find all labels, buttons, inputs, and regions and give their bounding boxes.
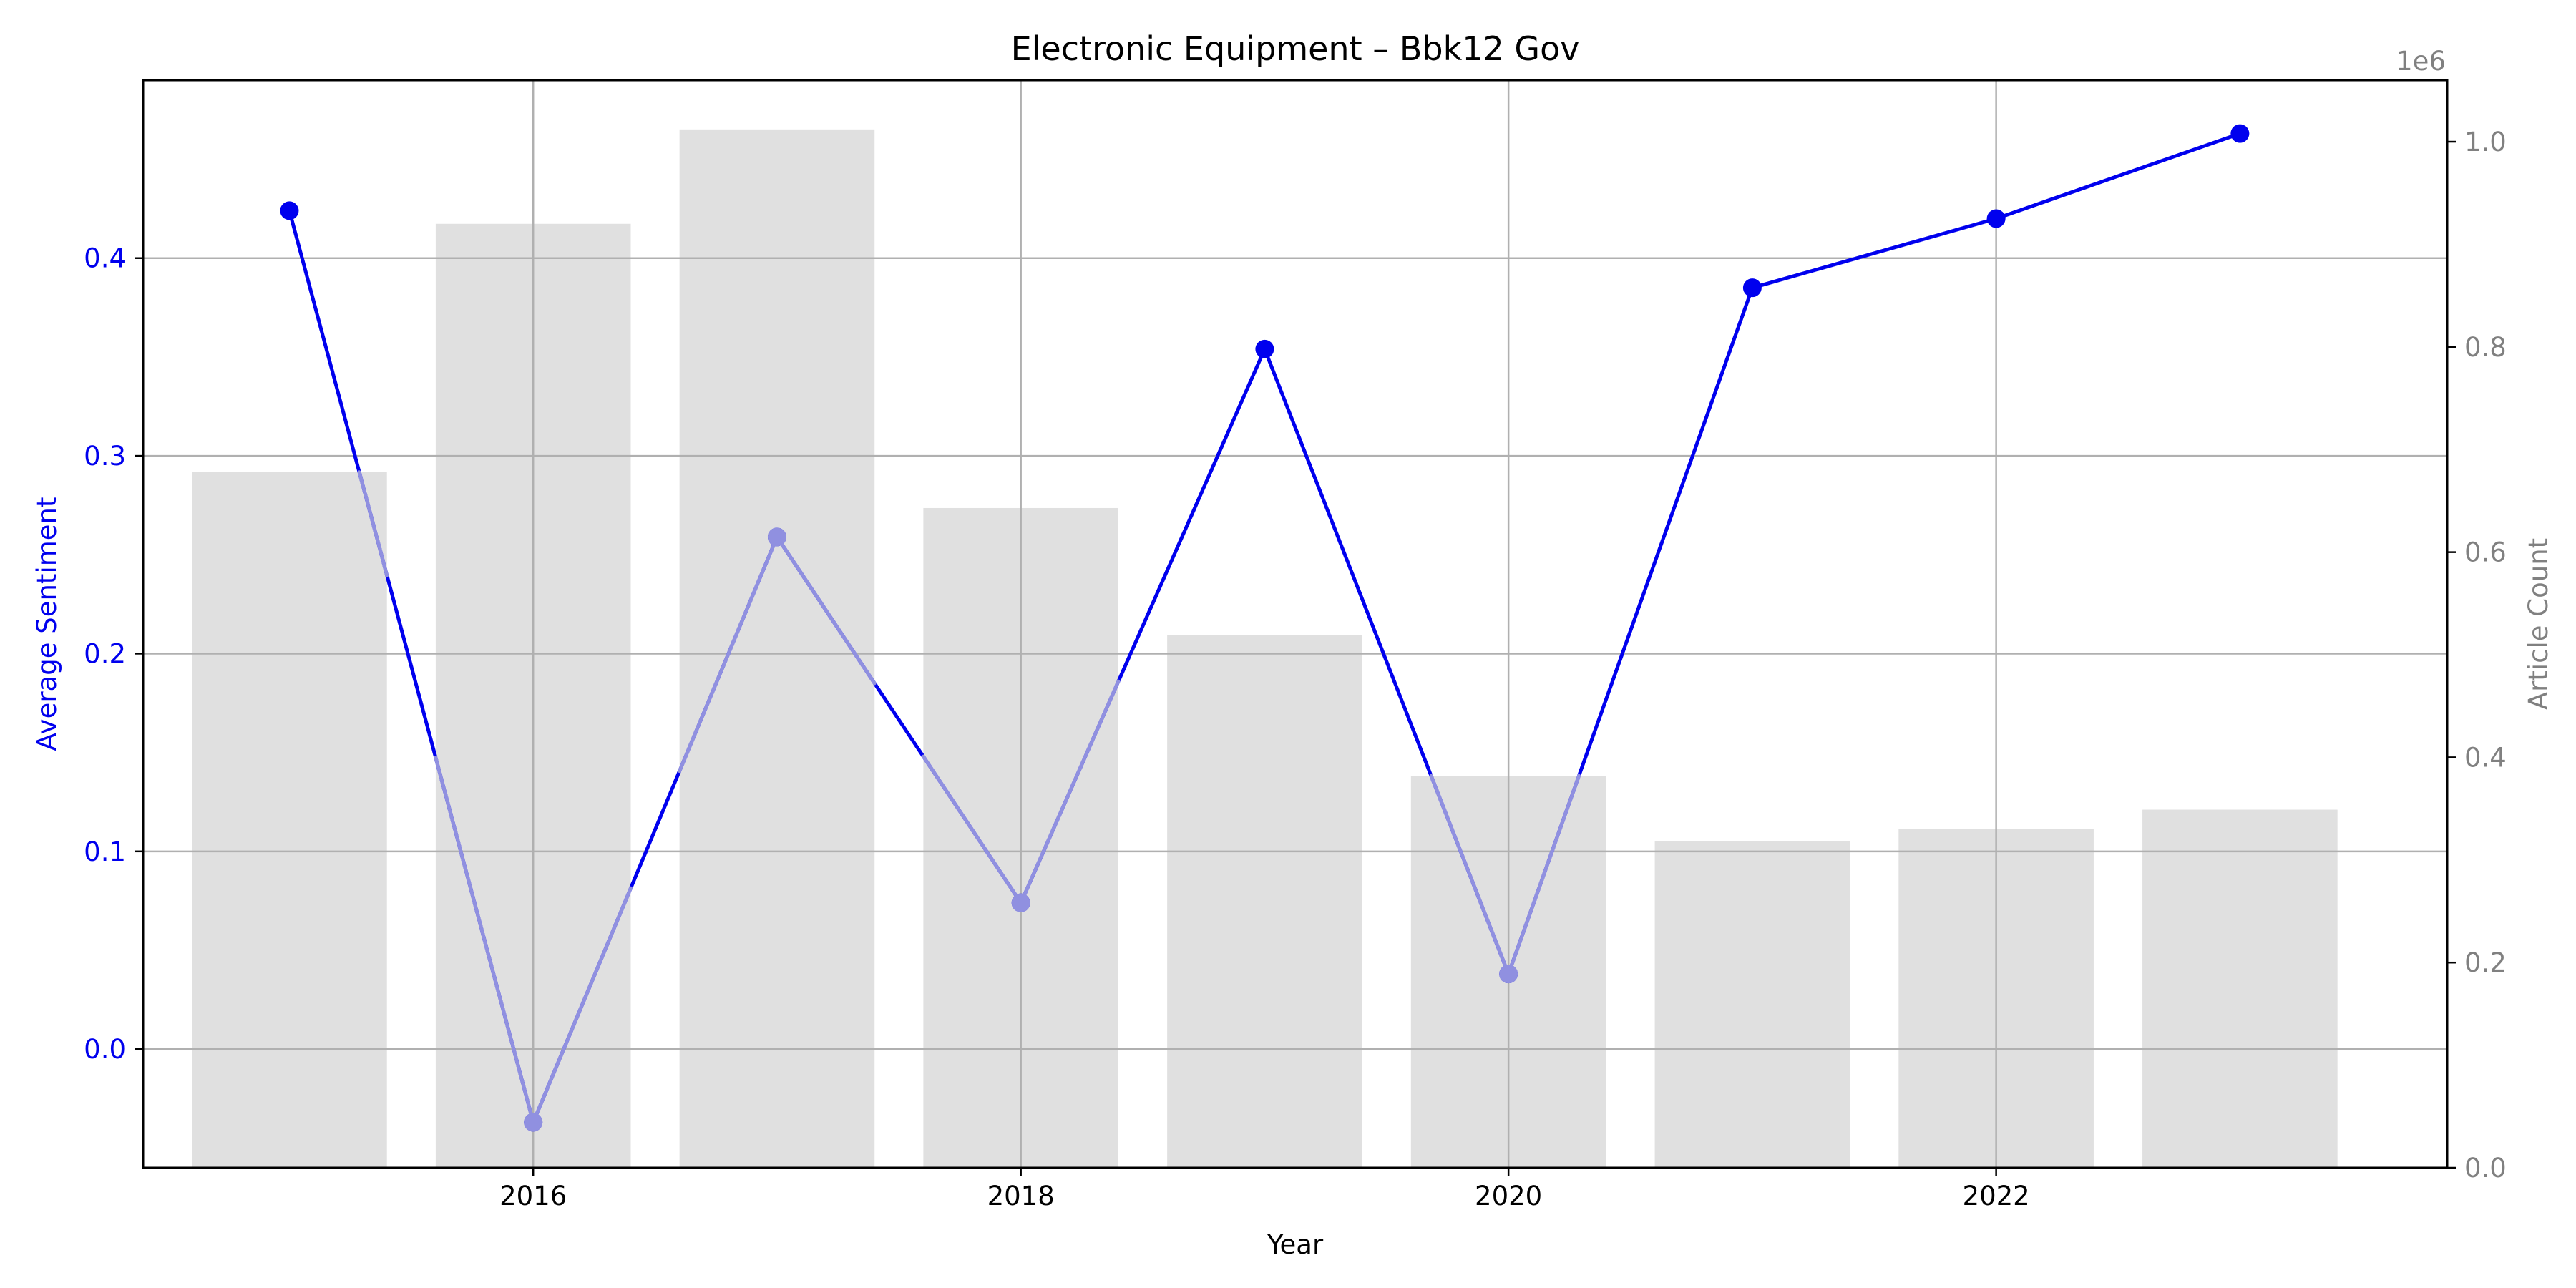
sentiment-line-faded-segment <box>1429 774 1511 976</box>
left-tick-label: 0.2 <box>84 638 126 669</box>
right-axis-offset-label: 1e6 <box>2396 46 2446 77</box>
right-tick-label: 1.0 <box>2464 127 2507 157</box>
sentiment-point <box>280 201 299 220</box>
sentiment-point <box>1986 209 2006 228</box>
sentiment-line-faded-segment <box>434 756 535 1124</box>
sentiment-point <box>1742 278 1762 298</box>
bar <box>2142 809 2338 1168</box>
left-tick-label: 0.0 <box>84 1034 126 1065</box>
line-series <box>280 124 2250 1132</box>
bar <box>679 129 875 1168</box>
right-tick-label: 0.6 <box>2464 537 2507 568</box>
plot-frame <box>142 79 2449 1169</box>
right-tick-label: 0.8 <box>2464 332 2507 363</box>
left-tick-label: 0.1 <box>84 836 126 867</box>
right-tick-label: 0.0 <box>2464 1153 2507 1184</box>
sentiment-line-faded-segment <box>921 754 1023 905</box>
right-tick-label: 0.2 <box>2464 947 2507 978</box>
sentiment-line-faded-segment <box>775 535 877 686</box>
sentiment-point <box>1255 339 1274 358</box>
bar <box>1654 841 1850 1168</box>
sentiment-line-faded-segment <box>357 470 389 577</box>
sentiment-line-faded-segment <box>1019 679 1121 905</box>
bar <box>192 472 387 1168</box>
x-axis-label: Year <box>1267 1229 1324 1260</box>
sentiment-line-faded-segment <box>531 886 633 1124</box>
right-axis-label: Article Count <box>2523 538 2554 710</box>
left-axis-ticks: 0.0 0.1 0.2 0.3 0.4 <box>84 243 143 1065</box>
x-tick-label: 2022 <box>1963 1181 2030 1211</box>
right-axis-ticks: 0.0 0.2 0.4 0.6 0.8 1.0 <box>2447 127 2507 1184</box>
x-tick-label: 2016 <box>499 1181 567 1211</box>
grid-lines <box>143 80 2447 1168</box>
left-tick-label: 0.3 <box>84 441 126 472</box>
x-tick-label: 2020 <box>1475 1181 1542 1211</box>
bar <box>1167 635 1362 1168</box>
sentiment-line-faded-segment <box>678 535 779 774</box>
sentiment-line-faded-segment <box>1506 774 1581 976</box>
sentiment-point <box>2230 124 2250 143</box>
x-tick-label: 2018 <box>987 1181 1055 1211</box>
right-tick-label: 0.4 <box>2464 742 2507 773</box>
left-tick-label: 0.4 <box>84 243 126 274</box>
left-axis-label: Average Sentiment <box>31 497 62 751</box>
x-axis-ticks: 2016 2018 2020 2022 <box>499 1168 2030 1211</box>
chart-title: Electronic Equipment – Bbk12 Gov <box>1011 29 1580 68</box>
